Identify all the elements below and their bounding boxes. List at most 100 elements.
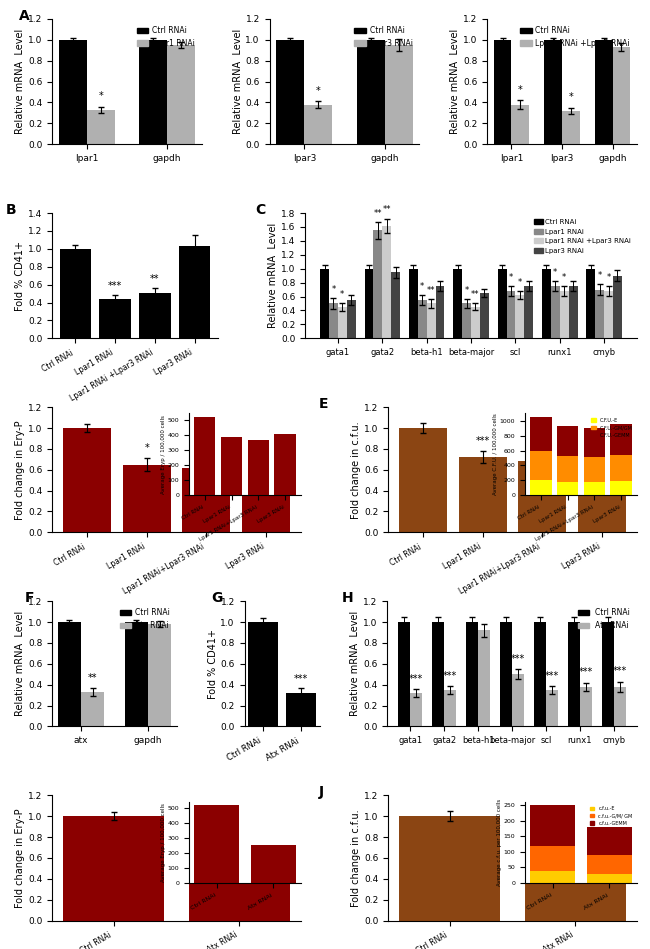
Text: *: * <box>553 268 558 277</box>
Text: *: * <box>597 270 602 280</box>
Legend: Ctrl RNAi, Lpar3 RNAi: Ctrl RNAi, Lpar3 RNAi <box>351 23 416 50</box>
Text: *: * <box>465 287 469 295</box>
Text: *: * <box>518 278 522 287</box>
Bar <box>87 110 115 144</box>
Bar <box>276 40 304 144</box>
Text: B: B <box>6 203 16 217</box>
Bar <box>562 111 580 144</box>
Bar <box>385 45 413 144</box>
Bar <box>248 623 278 726</box>
Text: *: * <box>340 289 344 299</box>
Text: **: ** <box>427 287 436 295</box>
Bar <box>569 286 578 338</box>
Bar <box>304 104 332 144</box>
Text: ***: *** <box>108 281 122 291</box>
Text: *: * <box>606 273 611 282</box>
Y-axis label: Relative mRNA  Level: Relative mRNA Level <box>268 223 278 328</box>
Text: ***: *** <box>476 436 490 446</box>
Bar <box>391 272 400 338</box>
Y-axis label: Fold change in c.f.u.: Fold change in c.f.u. <box>351 809 361 906</box>
Bar <box>525 849 626 921</box>
Text: *: * <box>332 285 335 294</box>
Bar <box>432 623 444 726</box>
Y-axis label: Fold % CD41+: Fold % CD41+ <box>207 629 218 698</box>
Bar <box>534 623 546 726</box>
Text: G: G <box>211 591 222 605</box>
Text: E: E <box>318 397 328 411</box>
Bar <box>506 291 515 338</box>
Bar <box>58 40 87 144</box>
Bar <box>418 300 426 338</box>
Bar <box>612 47 630 144</box>
Bar <box>568 623 580 726</box>
Text: *: * <box>540 440 545 450</box>
Y-axis label: Fold change in Ery-P: Fold change in Ery-P <box>15 420 25 519</box>
Text: F: F <box>25 591 34 605</box>
Bar <box>544 40 562 144</box>
Text: J: J <box>318 786 324 799</box>
Bar <box>60 249 91 338</box>
Text: **: ** <box>382 205 391 214</box>
Bar <box>515 295 525 338</box>
Bar <box>373 231 382 338</box>
Bar <box>382 226 391 338</box>
Bar <box>426 304 436 338</box>
Bar <box>139 40 167 144</box>
Text: *: * <box>144 443 149 453</box>
Text: **: ** <box>202 446 211 456</box>
Bar <box>183 468 230 532</box>
Bar <box>595 40 612 144</box>
Text: *: * <box>573 828 578 838</box>
Text: **: ** <box>374 209 382 218</box>
Bar <box>613 275 622 338</box>
Bar <box>63 428 111 532</box>
Text: ***: *** <box>545 671 559 680</box>
Bar <box>578 457 626 532</box>
Bar <box>602 623 614 726</box>
Bar <box>604 291 613 338</box>
Bar <box>125 623 148 726</box>
Text: ***: *** <box>409 674 423 683</box>
Y-axis label: Relative mRNA  Level: Relative mRNA Level <box>350 611 360 716</box>
Bar <box>471 307 480 338</box>
Bar <box>525 286 533 338</box>
Bar <box>614 687 626 726</box>
Text: *: * <box>562 273 566 282</box>
Bar <box>179 246 211 338</box>
Text: H: H <box>342 591 354 605</box>
Text: **: ** <box>471 290 480 299</box>
Text: **: ** <box>235 850 244 860</box>
Bar <box>58 623 81 726</box>
Bar <box>586 269 595 338</box>
Bar <box>286 693 316 726</box>
Y-axis label: Relative mRNA  Level: Relative mRNA Level <box>450 29 460 134</box>
Bar <box>459 457 506 532</box>
Bar <box>99 299 131 338</box>
Text: *: * <box>316 86 321 96</box>
Bar <box>436 286 445 338</box>
Text: *: * <box>99 91 103 102</box>
Bar <box>338 307 347 338</box>
Y-axis label: Relative mRNA  Level: Relative mRNA Level <box>15 29 25 134</box>
Bar <box>123 465 170 532</box>
Bar <box>409 269 418 338</box>
Bar <box>512 675 524 726</box>
Bar <box>329 304 338 338</box>
Bar <box>63 816 164 921</box>
Bar <box>546 690 558 726</box>
Bar <box>498 269 506 338</box>
Text: *: * <box>509 273 513 282</box>
Text: ***: *** <box>443 671 457 680</box>
Text: **: ** <box>88 673 97 682</box>
Bar <box>480 293 489 338</box>
Bar <box>512 104 529 144</box>
Bar <box>444 690 456 726</box>
Text: A: A <box>19 9 30 23</box>
Bar <box>365 269 373 338</box>
Legend: Ctrl RNAi, Atx RNAi: Ctrl RNAi, Atx RNAi <box>575 605 633 633</box>
Bar <box>357 40 385 144</box>
Text: ***: *** <box>294 674 308 683</box>
Y-axis label: Fold change in c.f.u.: Fold change in c.f.u. <box>351 421 361 518</box>
Bar <box>81 692 105 726</box>
Bar <box>494 40 512 144</box>
